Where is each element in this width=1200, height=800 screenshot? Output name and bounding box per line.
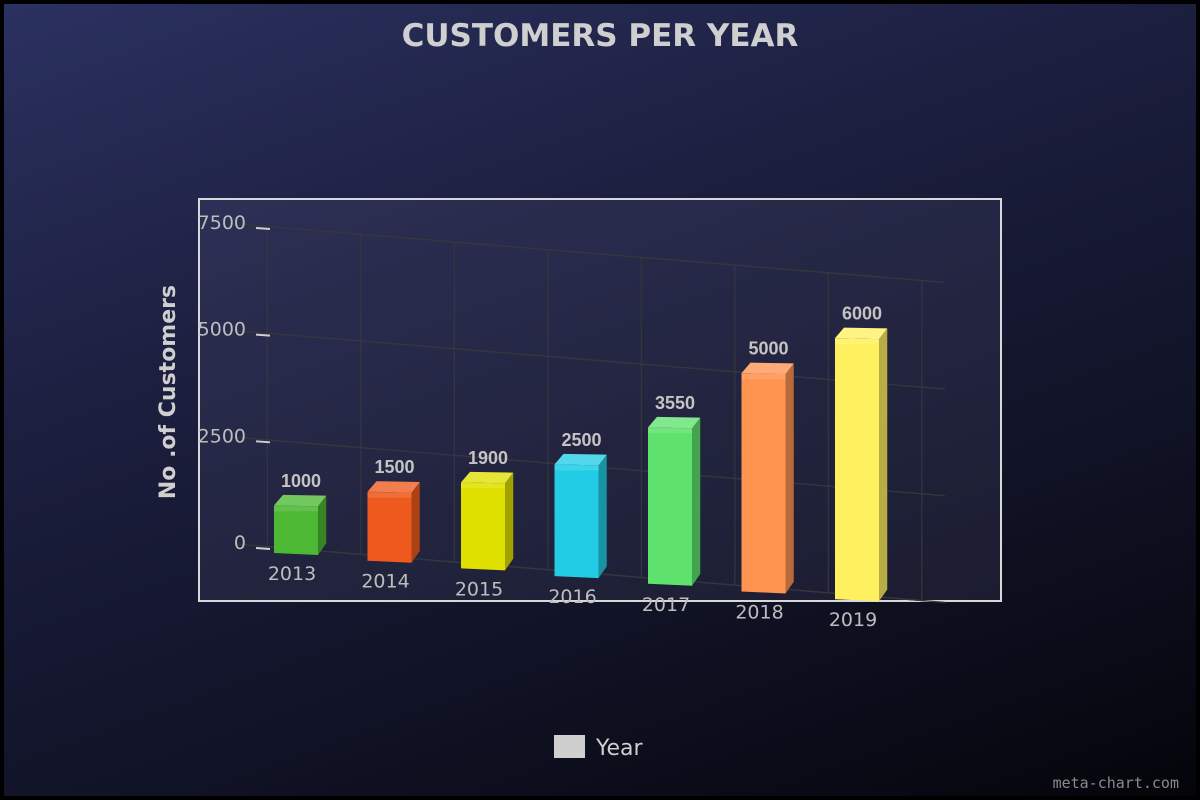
bar-front-2015 (461, 482, 505, 571)
bar-side-2014 (411, 481, 420, 563)
bar-highlight-2018 (741, 374, 786, 380)
bar-2014 (367, 481, 420, 563)
data-label-2013: 1000 (281, 471, 321, 491)
bar-2015 (461, 471, 514, 571)
bar-top-2014 (367, 481, 420, 493)
grid-line-d-3 (236, 223, 273, 228)
bar-2018 (741, 362, 794, 594)
bar-side-2017 (692, 417, 701, 586)
legend-label-year: Year (595, 736, 644, 761)
y-tick-mark-3 (255, 226, 271, 230)
bar-side-2013 (318, 495, 327, 555)
x-tick-label-2014: 2014 (361, 571, 409, 593)
bar-2013 (274, 494, 327, 555)
floor-line-5 (797, 589, 833, 594)
chart-title: CUSTOMERS PER YEAR (402, 18, 799, 54)
bar-top-2017 (648, 416, 701, 429)
data-label-2017: 3550 (655, 393, 695, 413)
bar-2016 (554, 453, 607, 579)
floor-line-1 (423, 558, 459, 564)
y-tick-mark-1 (255, 440, 271, 444)
grid-line-h-2 (271, 332, 946, 390)
x-tick-label-2018: 2018 (735, 602, 783, 624)
grid-line-h-3 (271, 226, 946, 284)
data-labels: 1000 1500 1900 2500 3550 5000 6000 (281, 304, 882, 491)
bar-highlight-2019 (835, 339, 879, 345)
bar-top-2019 (835, 327, 888, 340)
bar-side-2018 (785, 363, 794, 594)
bar-front-2017 (648, 427, 692, 586)
bar-front-2019 (835, 338, 879, 602)
bar-top-2013 (274, 494, 327, 507)
bar-side-2019 (879, 328, 888, 602)
x-axis-ticks: 2013 2014 2015 2016 2017 2018 2019 (268, 563, 877, 631)
bar-top-2016 (554, 453, 607, 466)
bar-highlight-2016 (554, 465, 599, 471)
bar-highlight-2013 (274, 506, 318, 512)
bar-front-2016 (554, 464, 599, 579)
bar-front-2013 (274, 505, 318, 555)
y-tick-label-0: 0 (234, 532, 246, 554)
x-tick-label-2016: 2016 (548, 586, 596, 608)
x-tick-label-2019: 2019 (829, 609, 877, 631)
watermark: meta-chart.com (1053, 774, 1179, 792)
floor-line-2 (516, 566, 553, 571)
grid-line-d-2 (236, 329, 273, 335)
grid-line-h-1 (271, 439, 946, 497)
data-label-2015: 1900 (468, 448, 508, 468)
data-label-2018: 5000 (748, 339, 788, 359)
bar-front-2018 (741, 373, 786, 594)
y-tick-mark-2 (255, 333, 271, 337)
bar-front-2014 (367, 491, 412, 563)
bar-top-2018 (741, 362, 794, 375)
bar-2017 (648, 416, 701, 586)
x-tick-label-2013: 2013 (268, 563, 316, 585)
bars (274, 327, 888, 602)
x-tick-label-2015: 2015 (455, 578, 503, 600)
y-tick-label-3: 7500 (198, 212, 246, 234)
floor-line-6 (890, 597, 927, 602)
bar-top-2015 (461, 471, 514, 484)
bar-2019 (835, 327, 888, 602)
floor-line-3 (610, 574, 646, 579)
legend-swatch-year (554, 735, 585, 758)
bar-highlight-2015 (461, 483, 505, 489)
x-tick-label-2017: 2017 (642, 594, 690, 616)
grid-line-d-1 (236, 436, 273, 442)
grid-line-d-0 (236, 543, 273, 548)
y-tick-mark-0 (255, 546, 271, 550)
y-axis-label: No .of Customers (156, 285, 181, 499)
data-label-2019: 6000 (842, 304, 882, 324)
y-tick-label-1: 2500 (198, 425, 246, 447)
bar-highlight-2014 (367, 492, 412, 498)
bar-highlight-2017 (648, 428, 692, 434)
data-label-2014: 1500 (374, 457, 414, 477)
floor-line-4 (703, 581, 740, 587)
bar-side-2016 (598, 454, 607, 579)
floor-line-0 (329, 551, 366, 556)
y-tick-label-2: 5000 (198, 319, 246, 341)
bar-side-2015 (505, 472, 514, 571)
data-label-2016: 2500 (561, 430, 601, 450)
y-axis-ticks: 0 2500 5000 7500 (198, 212, 271, 554)
